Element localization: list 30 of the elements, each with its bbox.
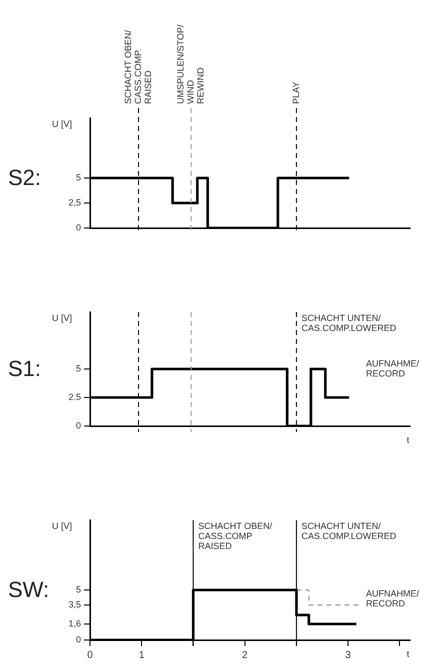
annotation: AUFNAHME/ RECORD bbox=[366, 588, 420, 609]
y-tick-label: 5 bbox=[76, 363, 81, 374]
ref-line-label: UMSPULEN/STOP/ WIND REWIND bbox=[176, 24, 206, 104]
y-tick-label: 0 bbox=[76, 634, 81, 644]
ref-line-label: SCHACHT UNTEN/ CAS.COMP.LOWERED bbox=[301, 520, 397, 541]
ref-line-label: SCHACHT OBEN/ CASS.COMP. RAISED bbox=[123, 30, 153, 104]
ref-line-label: PLAY bbox=[290, 82, 301, 104]
x-axis-title: t bbox=[406, 648, 410, 659]
y-axis-title: U [V] bbox=[52, 312, 72, 323]
x-axis-title: t bbox=[406, 434, 410, 445]
y-tick-label: 5 bbox=[76, 172, 81, 182]
text: S2: bbox=[8, 165, 42, 190]
text: S1: bbox=[8, 356, 42, 381]
x-tick-label: 1 bbox=[138, 650, 145, 661]
text: SW: bbox=[8, 577, 50, 602]
x-tick-label: 0 bbox=[87, 650, 94, 661]
y-axis-title: U [V] bbox=[52, 118, 72, 129]
y-tick-label: 0 bbox=[76, 420, 81, 430]
x-tick-label: 3 bbox=[345, 650, 352, 661]
annotation: AUFNAHME/ RECORD bbox=[366, 358, 420, 378]
y-axis-title: U [V] bbox=[52, 520, 72, 531]
y-tick-label: 1,6 bbox=[68, 618, 81, 628]
ref-line-label: SCHACHT UNTEN/ CAS.COMP.LOWERED bbox=[301, 312, 397, 333]
y-tick-label: 5 bbox=[76, 584, 81, 594]
y-tick-label: 2.5 bbox=[68, 392, 81, 402]
y-tick-label: 3,5 bbox=[68, 599, 81, 610]
ref-line-label: SCHACHT OBEN/ CASS.COMP RAISED bbox=[198, 520, 273, 551]
x-tick-label: 2 bbox=[242, 650, 248, 661]
y-tick-label: 2,5 bbox=[68, 197, 81, 208]
y-tick-label: 0 bbox=[76, 222, 81, 232]
